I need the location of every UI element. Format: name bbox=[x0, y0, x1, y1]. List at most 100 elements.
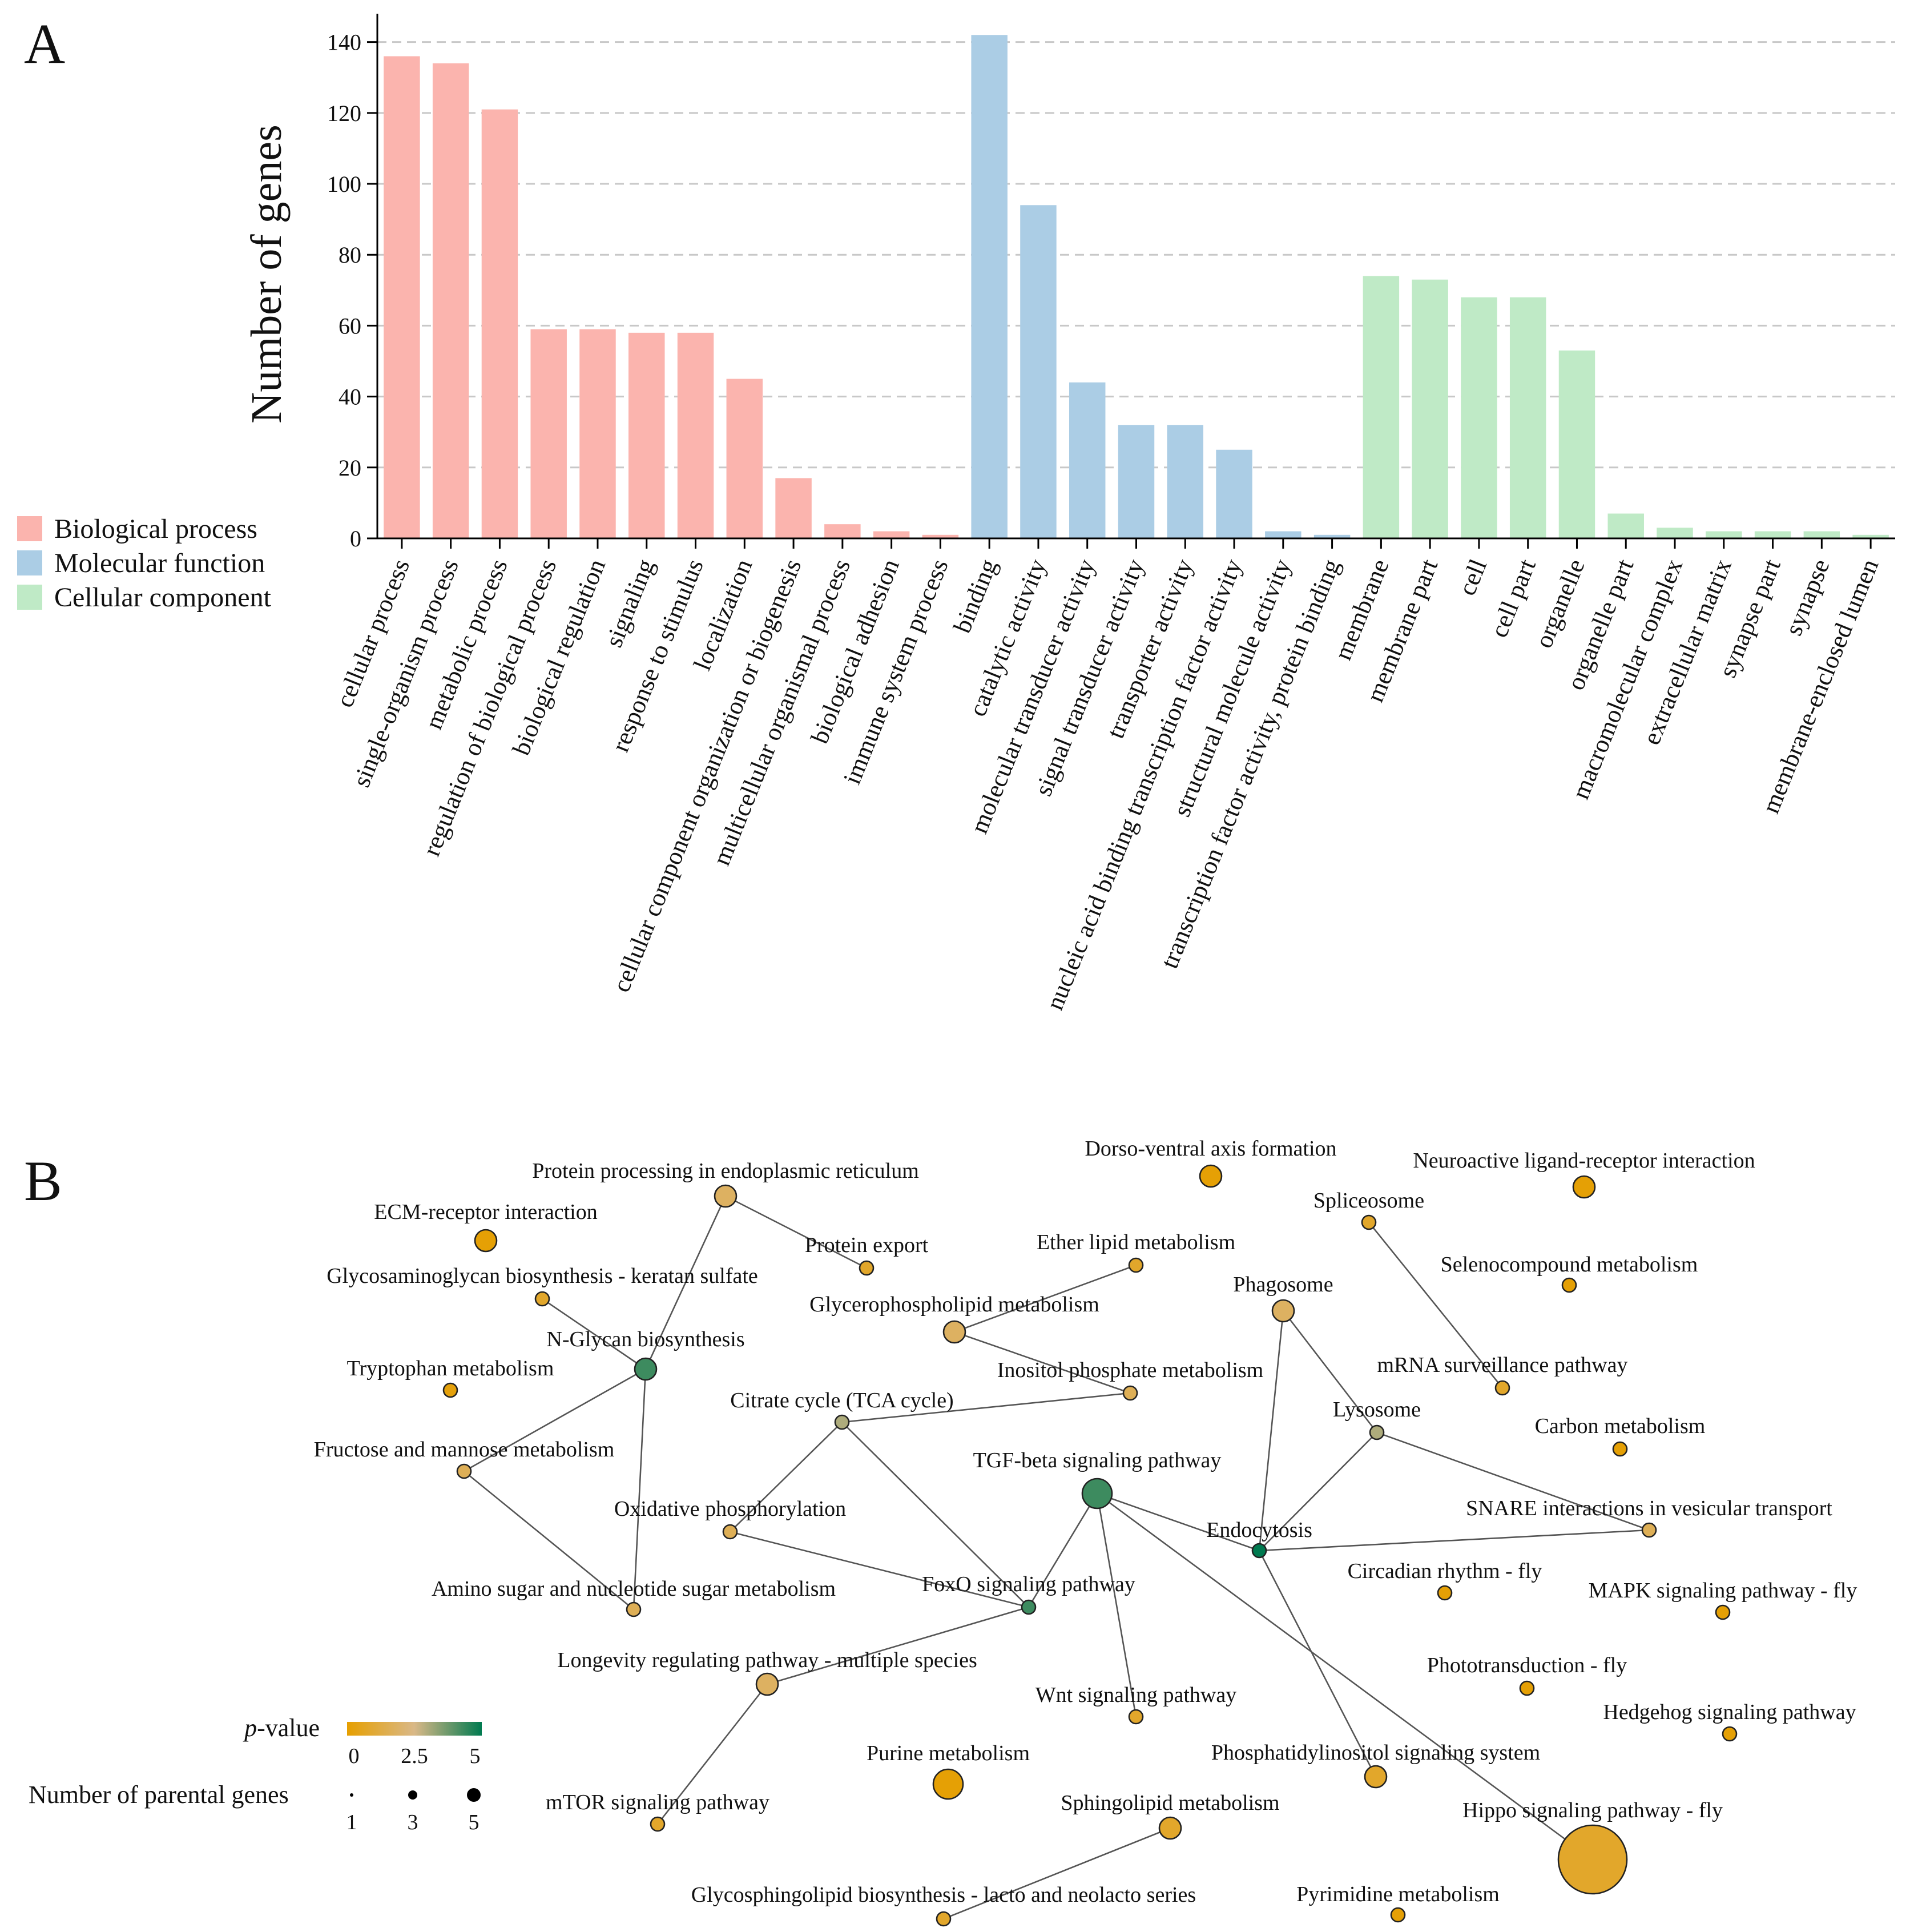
node-mto bbox=[650, 1816, 666, 1832]
node-car bbox=[1612, 1441, 1628, 1457]
bar-single-organism-process bbox=[432, 63, 469, 538]
bar-regulation-of-biological-process bbox=[530, 329, 567, 538]
bar-legend: Biological process Molecular function Cell… bbox=[17, 514, 272, 613]
network-edges bbox=[464, 1195, 1650, 1920]
edge-fru-ami bbox=[464, 1470, 634, 1611]
node-mrn bbox=[1494, 1380, 1510, 1396]
node-label: Selenocompound metabolism bbox=[1441, 1253, 1698, 1277]
node-pex bbox=[859, 1260, 875, 1276]
node-label: Lysosome bbox=[1333, 1398, 1421, 1422]
node-ppe bbox=[714, 1184, 738, 1208]
edge-tgf-end bbox=[1097, 1492, 1260, 1552]
node-sel bbox=[1561, 1277, 1577, 1293]
x-tick-label: synapse bbox=[1779, 555, 1835, 639]
node-pha bbox=[1271, 1299, 1295, 1323]
node-label: Carbon metabolism bbox=[1535, 1414, 1706, 1438]
node-wnt bbox=[1128, 1709, 1144, 1725]
node-label: Wnt signaling pathway bbox=[1035, 1683, 1236, 1707]
legend-swatch bbox=[17, 550, 42, 575]
node-ecm bbox=[474, 1229, 498, 1253]
size-legend-title: Number of parental genes bbox=[29, 1781, 289, 1809]
node-pho bbox=[1519, 1680, 1535, 1696]
pvalue-ticks: 0 2.5 5 bbox=[349, 1744, 481, 1768]
bar-cell bbox=[1461, 297, 1497, 538]
node-eth bbox=[1128, 1257, 1144, 1273]
bar-cell-part bbox=[1509, 297, 1546, 538]
edge-tca-oxp bbox=[730, 1422, 843, 1532]
node-label: Ether lipid metabolism bbox=[1037, 1230, 1235, 1254]
x-tick-label: cell part bbox=[1485, 555, 1541, 641]
bar-immune-system-process bbox=[922, 534, 959, 538]
node-hip bbox=[1557, 1824, 1628, 1895]
node-fox bbox=[1021, 1599, 1037, 1615]
node-label: Endocytosis bbox=[1206, 1518, 1312, 1542]
node-oxp bbox=[722, 1524, 738, 1540]
bar-localization bbox=[726, 379, 763, 538]
node-tca bbox=[834, 1414, 850, 1430]
node-label: mTOR signaling pathway bbox=[546, 1790, 769, 1814]
bar-transcription-factor-activity-protein-binding bbox=[1313, 534, 1351, 538]
node-label: Protein export bbox=[805, 1233, 929, 1257]
node-label: Glycerophospholipid metabolism bbox=[809, 1293, 1099, 1317]
size-legend-tick-label: 1 bbox=[346, 1810, 357, 1834]
node-map bbox=[1715, 1604, 1731, 1620]
node-label: SNARE interactions in vesicular transpor… bbox=[1466, 1496, 1832, 1520]
network-legend: p-value 0 2.5 5 Number of parental genes 1… bbox=[29, 1714, 482, 1834]
legend-label: Cellular component bbox=[54, 582, 272, 613]
bar-synapse bbox=[1803, 531, 1840, 538]
edge-tca-fox bbox=[841, 1422, 1029, 1608]
edge-ngl-fru bbox=[464, 1368, 646, 1472]
edge-end-phs bbox=[1258, 1550, 1377, 1777]
node-dva bbox=[1199, 1164, 1223, 1188]
node-label: Fructose and mannose metabolism bbox=[314, 1438, 615, 1462]
y-tick-label: 80 bbox=[339, 242, 361, 268]
node-label: Glycosaminoglycan biosynthesis - keratan… bbox=[327, 1264, 758, 1288]
network-nodes bbox=[442, 1164, 1738, 1927]
bar-response-to-stimulus bbox=[677, 332, 714, 538]
node-label: Oxidative phosphorylation bbox=[614, 1497, 846, 1521]
node-hed bbox=[1722, 1726, 1738, 1742]
node-label: Hippo signaling pathway - fly bbox=[1462, 1798, 1723, 1822]
bar-structural-molecule-activity bbox=[1265, 531, 1301, 538]
bar-signal-transducer-activity bbox=[1118, 425, 1155, 538]
node-label: MAPK signaling pathway - fly bbox=[1589, 1579, 1857, 1603]
bar-membrane bbox=[1363, 276, 1400, 538]
edge-end-sna bbox=[1259, 1529, 1650, 1552]
node-end bbox=[1251, 1543, 1267, 1559]
bar-nucleic-acid-binding-transcription-factor-activity bbox=[1216, 449, 1252, 538]
y-axis-title: Number of genes bbox=[243, 124, 291, 423]
node-ami bbox=[626, 1601, 642, 1617]
bar-cellular-component-organization-or-biogenesis bbox=[775, 478, 812, 538]
node-label: ECM-receptor interaction bbox=[374, 1200, 597, 1224]
y-tick-label: 20 bbox=[339, 455, 361, 481]
node-label: Sphingolipid metabolism bbox=[1061, 1791, 1279, 1815]
node-gag bbox=[534, 1291, 550, 1307]
edge-oxp-fox bbox=[730, 1531, 1029, 1608]
edge-gag-ngl bbox=[542, 1298, 646, 1370]
bar-binding bbox=[971, 35, 1008, 538]
node-label: Purine metabolism bbox=[867, 1741, 1030, 1765]
node-cir bbox=[1437, 1585, 1453, 1601]
node-label: Phagosome bbox=[1233, 1273, 1333, 1297]
node-label: Longevity regulating pathway - multiple … bbox=[557, 1648, 977, 1672]
node-label: Tryptophan metabolism bbox=[347, 1357, 554, 1380]
node-gly bbox=[942, 1320, 966, 1344]
bar-molecular-transducer-activity bbox=[1069, 382, 1106, 538]
edge-fox-lon bbox=[767, 1606, 1029, 1685]
node-ino bbox=[1122, 1385, 1138, 1401]
edge-gly-ino bbox=[954, 1331, 1131, 1394]
y-tick-label: 100 bbox=[327, 171, 361, 197]
y-tick-label: 60 bbox=[339, 313, 361, 339]
node-ngl bbox=[634, 1357, 658, 1381]
node-fru bbox=[456, 1463, 472, 1479]
edge-tgf-hip bbox=[1097, 1492, 1593, 1861]
pvalue-colorbar bbox=[347, 1722, 482, 1736]
y-tick-label: 120 bbox=[327, 100, 361, 126]
legend-swatch bbox=[17, 585, 42, 610]
panel-a-label: A bbox=[24, 12, 65, 75]
edge-tgf-fox bbox=[1027, 1493, 1098, 1608]
node-label: Citrate cycle (TCA cycle) bbox=[730, 1388, 953, 1412]
edge-pha-lys bbox=[1282, 1310, 1378, 1433]
size-legend-marks: 1 3 5 bbox=[346, 1788, 481, 1834]
